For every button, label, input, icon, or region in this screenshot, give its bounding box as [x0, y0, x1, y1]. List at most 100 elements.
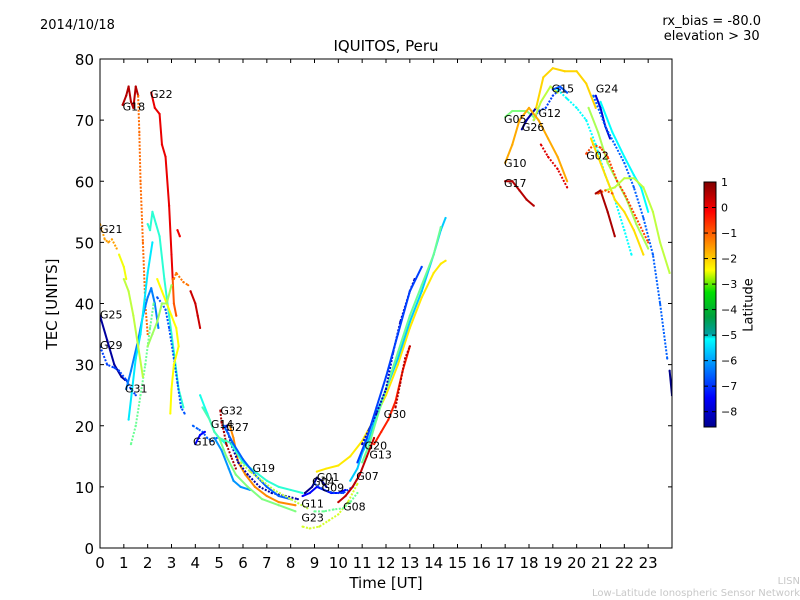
satellite-label: G24	[596, 82, 619, 95]
data-point	[439, 225, 442, 229]
data-point	[642, 216, 645, 220]
data-point	[344, 488, 347, 492]
series-line	[394, 345, 411, 408]
series-line	[100, 223, 118, 249]
colorbar-tick-label: −5	[721, 329, 737, 342]
data-point	[117, 369, 121, 372]
data-point	[277, 501, 280, 504]
series-line	[137, 95, 149, 335]
data-point	[361, 442, 364, 446]
series-line	[189, 290, 202, 329]
data-point	[152, 302, 155, 305]
data-point	[599, 106, 602, 109]
data-point	[375, 418, 378, 421]
data-point	[396, 351, 400, 354]
x-tick-label: 0	[95, 554, 105, 572]
data-point	[566, 91, 569, 94]
data-point	[666, 357, 669, 360]
data-point	[613, 186, 616, 189]
data-point	[199, 433, 202, 437]
series-G01	[315, 259, 447, 473]
data-point	[120, 375, 123, 378]
series-G08b	[313, 491, 359, 513]
data-point	[504, 115, 507, 119]
data-point	[606, 210, 609, 213]
series-G31c	[129, 302, 155, 446]
series-G24c	[599, 100, 650, 213]
data-point	[203, 430, 206, 433]
colorbar-tick-label: −7	[721, 380, 737, 393]
data-point	[144, 363, 147, 366]
data-point	[539, 143, 543, 146]
data-point	[594, 94, 597, 97]
data-point	[342, 491, 345, 495]
data-point	[606, 180, 609, 183]
data-point	[375, 412, 378, 415]
data-point	[337, 464, 340, 467]
series-G02b	[589, 137, 645, 256]
data-point	[127, 418, 130, 421]
data-point	[556, 167, 559, 171]
satellite-label: G15	[552, 82, 575, 95]
data-point	[219, 409, 222, 412]
data-point	[191, 424, 195, 427]
data-point	[432, 271, 435, 275]
data-point	[606, 155, 609, 158]
data-point	[187, 284, 190, 287]
data-point	[225, 455, 228, 458]
data-point	[311, 485, 314, 488]
data-point	[158, 112, 161, 116]
data-point	[511, 143, 514, 146]
data-point	[551, 67, 554, 70]
data-point	[551, 94, 554, 97]
data-point	[176, 381, 179, 385]
series-G29	[100, 345, 137, 397]
y-tick-label: 50	[75, 234, 94, 252]
data-point	[213, 430, 216, 433]
data-point	[566, 97, 569, 100]
series-line	[146, 210, 185, 408]
satellite-label: G32	[220, 404, 243, 417]
satellite-label: G20	[365, 439, 388, 452]
data-point	[668, 369, 671, 372]
data-point	[237, 461, 240, 464]
data-point	[225, 442, 228, 446]
data-point	[301, 494, 304, 498]
data-point	[160, 302, 164, 305]
data-point	[134, 424, 137, 427]
series-G19c	[239, 461, 309, 510]
series-G17	[504, 180, 535, 207]
satellite-label: G18	[123, 101, 146, 114]
satellite-label: G13	[369, 448, 392, 461]
data-point	[156, 296, 159, 299]
satellite-label: G10	[504, 157, 527, 170]
data-point	[132, 106, 135, 109]
data-point	[150, 91, 153, 94]
data-point	[349, 501, 352, 504]
series-G23	[301, 482, 359, 530]
satellite-label: G17	[504, 177, 527, 190]
data-point	[121, 103, 124, 106]
x-tick-label: 20	[567, 554, 586, 572]
data-point	[168, 326, 171, 330]
data-point	[265, 485, 268, 488]
data-point	[234, 473, 237, 476]
data-point	[308, 527, 311, 530]
data-point	[232, 479, 235, 482]
data-point	[153, 106, 156, 109]
data-point	[542, 76, 545, 79]
data-point	[296, 498, 299, 501]
data-point	[170, 314, 173, 317]
data-point	[139, 394, 142, 397]
data-point	[215, 436, 218, 440]
data-point	[384, 375, 388, 378]
satellite-label: G11	[301, 497, 324, 510]
x-tick-label: 13	[400, 554, 419, 572]
info-block: rx_bias = -80.0 elevation > 30	[662, 14, 761, 44]
data-point	[599, 100, 602, 103]
data-point	[623, 210, 626, 213]
data-point	[182, 406, 185, 409]
data-point	[356, 491, 359, 495]
data-point	[150, 287, 153, 290]
data-point	[277, 494, 280, 498]
